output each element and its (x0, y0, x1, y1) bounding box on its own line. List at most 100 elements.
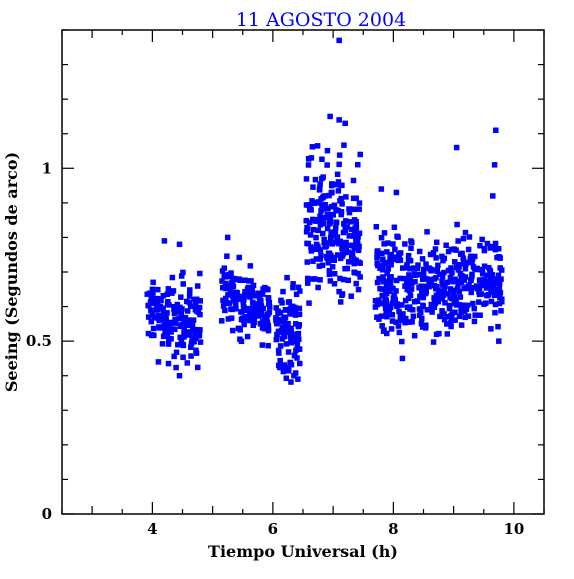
data-point (194, 296, 200, 303)
data-point (276, 350, 282, 356)
data-point (148, 318, 155, 325)
data-point (333, 224, 339, 231)
data-point (390, 241, 396, 247)
data-point (456, 313, 463, 320)
data-point (465, 259, 472, 266)
data-point (262, 321, 268, 328)
data-point (324, 147, 331, 154)
data-point (275, 328, 282, 335)
data-point (321, 220, 327, 226)
data-point (155, 286, 161, 293)
data-point (306, 219, 313, 226)
data-point (318, 215, 324, 221)
data-point (261, 314, 268, 320)
data-point (453, 144, 460, 151)
data-point (355, 234, 361, 240)
data-point (264, 286, 270, 293)
data-point (353, 257, 359, 264)
data-point (249, 285, 255, 292)
data-point (484, 292, 490, 299)
data-point (308, 155, 315, 161)
data-point (317, 256, 323, 262)
data-point (338, 209, 345, 215)
data-point (295, 376, 301, 382)
data-point (459, 250, 465, 257)
data-point (451, 294, 458, 300)
data-point (188, 344, 194, 350)
data-point (395, 323, 402, 329)
data-point (308, 207, 314, 213)
y-tick-label: 0 (42, 505, 52, 523)
data-point (343, 194, 349, 200)
data-point (308, 248, 315, 254)
data-point (237, 327, 243, 333)
data-point (230, 283, 237, 290)
chart-title: 11 AGOSTO 2004 (236, 9, 406, 31)
data-point (180, 281, 186, 287)
data-point (165, 328, 172, 334)
data-point (193, 350, 200, 356)
data-point (391, 224, 398, 231)
data-point (153, 303, 160, 310)
data-point (172, 316, 178, 323)
data-point (420, 302, 426, 309)
data-point (465, 313, 472, 319)
data-point (487, 245, 494, 251)
data-point (377, 300, 383, 307)
data-point (307, 203, 313, 210)
data-point (336, 117, 342, 123)
data-point (397, 257, 404, 263)
data-point (284, 274, 290, 281)
data-point (184, 360, 191, 366)
data-point (345, 259, 352, 265)
data-point (291, 352, 298, 359)
data-point (164, 291, 170, 298)
data-point (496, 338, 502, 344)
data-point (393, 288, 399, 294)
data-point (285, 364, 292, 371)
data-point (373, 224, 380, 230)
data-point (389, 300, 396, 307)
data-point (145, 314, 152, 320)
y-tick-label: 1 (42, 159, 52, 177)
data-point (458, 279, 465, 286)
data-point (341, 221, 347, 227)
data-point (392, 246, 398, 253)
data-point (378, 234, 385, 241)
data-point (148, 307, 155, 313)
data-point (280, 288, 286, 295)
data-point (346, 233, 352, 239)
data-point (294, 343, 300, 349)
data-point (330, 212, 336, 218)
data-point (470, 264, 477, 270)
data-point (349, 250, 356, 256)
data-point (353, 280, 359, 287)
data-point (165, 341, 172, 347)
data-point (424, 307, 431, 313)
data-point (457, 294, 464, 300)
data-point (294, 331, 301, 337)
data-point (397, 317, 404, 324)
data-point (407, 275, 414, 282)
data-point (178, 338, 185, 344)
data-point (399, 355, 406, 362)
data-point (165, 286, 172, 292)
data-point (394, 303, 400, 310)
data-point (488, 298, 495, 305)
data-point (404, 261, 410, 268)
data-point (192, 335, 199, 341)
data-point (334, 171, 341, 178)
data-point (405, 252, 412, 259)
data-point (221, 265, 228, 271)
data-point (440, 282, 446, 288)
data-point (416, 248, 423, 255)
data-point (233, 301, 239, 307)
data-point (304, 275, 311, 282)
data-point (303, 229, 310, 235)
data-point (347, 219, 354, 225)
data-point (416, 312, 423, 318)
data-point (240, 298, 246, 305)
data-point (462, 274, 469, 280)
data-point (310, 184, 316, 190)
data-point (461, 277, 467, 283)
